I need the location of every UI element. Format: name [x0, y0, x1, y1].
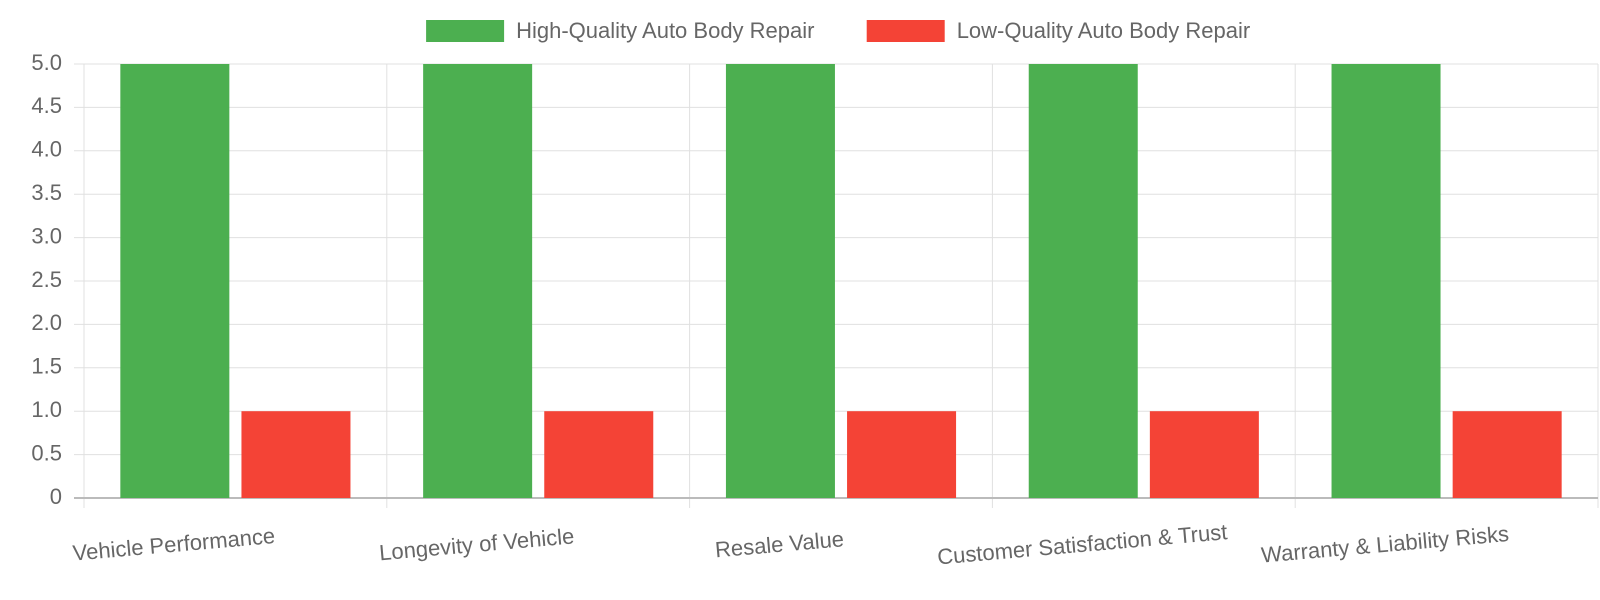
legend-label: High-Quality Auto Body Repair: [516, 18, 814, 43]
y-tick-label: 3.5: [31, 180, 62, 205]
x-tick-label: Warranty & Liability Risks: [1260, 521, 1510, 568]
bar: [1331, 64, 1441, 498]
bar: [1149, 411, 1259, 498]
x-tick-label: Longevity of Vehicle: [378, 523, 575, 565]
legend-label: Low-Quality Auto Body Repair: [957, 18, 1250, 43]
y-tick-label: 2.5: [31, 267, 62, 292]
legend-swatch: [866, 20, 945, 42]
bar: [1028, 64, 1138, 498]
bar: [725, 64, 835, 498]
bar: [241, 411, 351, 498]
bar: [423, 64, 533, 498]
y-tick-label: 2.0: [31, 310, 62, 335]
y-tick-label: 0: [50, 484, 62, 509]
bar: [1452, 411, 1562, 498]
x-tick-label: Customer Satisfaction & Trust: [936, 519, 1228, 569]
y-tick-label: 1.5: [31, 354, 62, 379]
bar: [544, 411, 654, 498]
legend-swatch: [426, 20, 505, 42]
y-tick-label: 1.0: [31, 397, 62, 422]
y-tick-label: 4.5: [31, 93, 62, 118]
x-tick-label: Resale Value: [714, 526, 845, 562]
bar: [847, 411, 957, 498]
bar: [120, 64, 230, 498]
x-tick-label: Vehicle Performance: [72, 523, 276, 566]
y-tick-label: 4.0: [31, 137, 62, 162]
y-tick-label: 3.0: [31, 223, 62, 248]
y-tick-label: 0.5: [31, 440, 62, 465]
y-tick-label: 5.0: [31, 50, 62, 75]
